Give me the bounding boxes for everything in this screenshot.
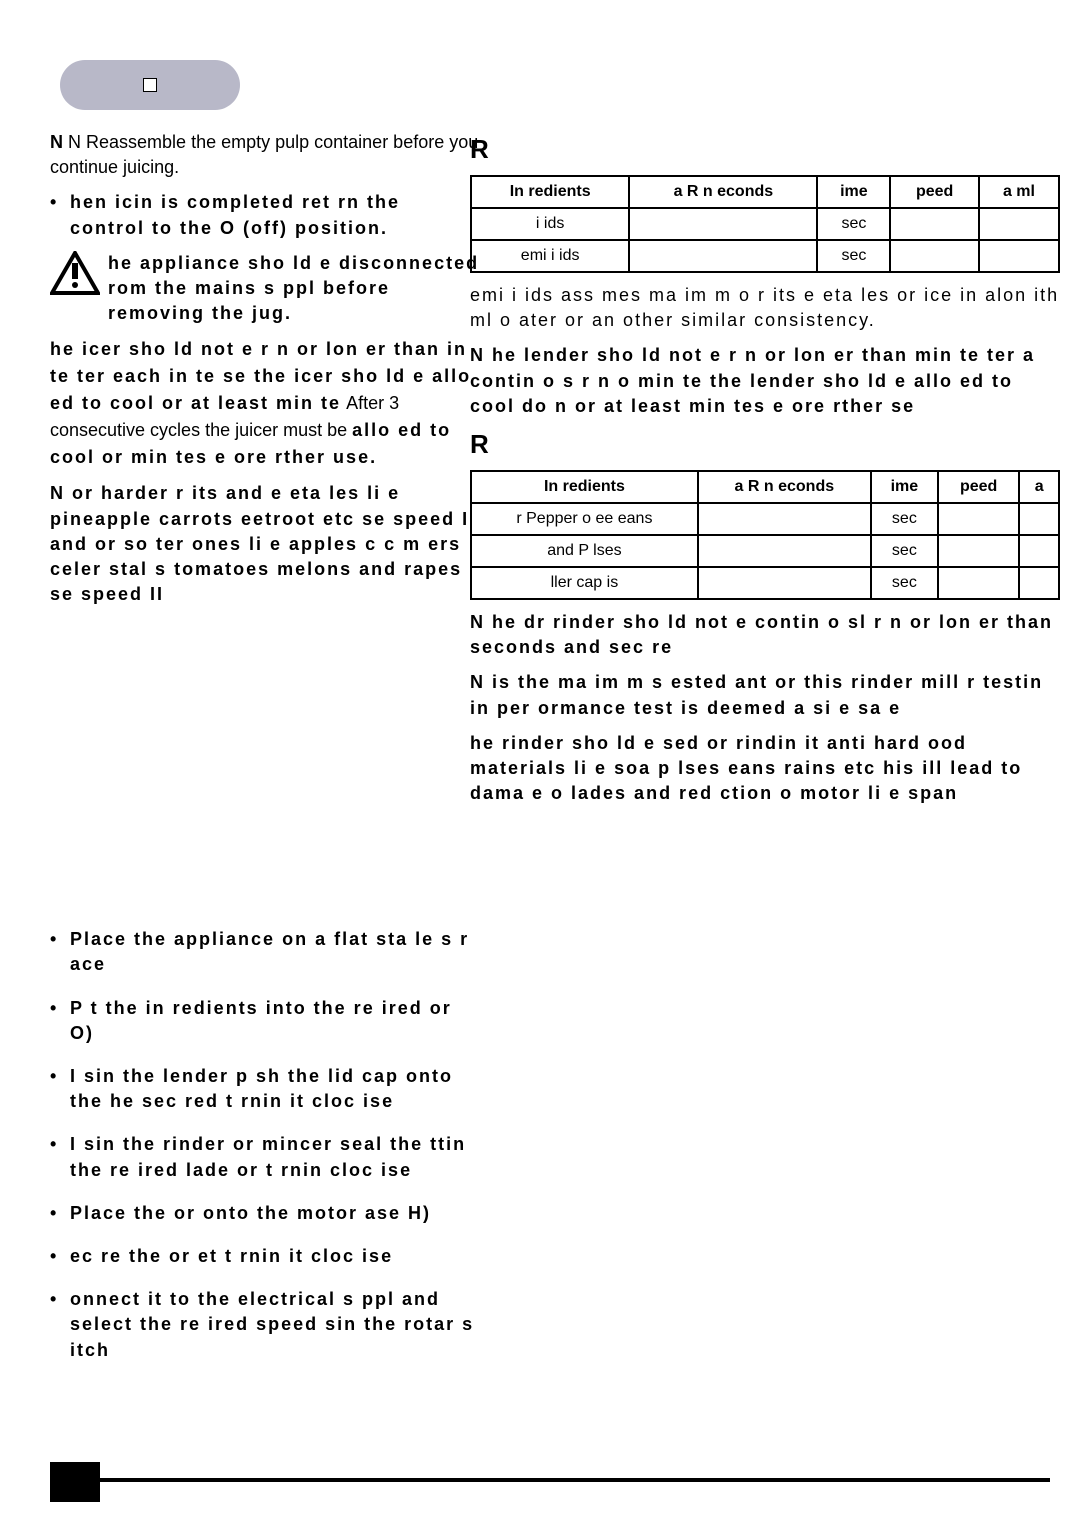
step-text: Place the or onto the motor ase H) (70, 1201, 480, 1226)
cell: sec (871, 503, 938, 535)
bullet-control-off: • hen icin is completed ret rn the contr… (50, 190, 480, 240)
th-speed: peed (890, 176, 979, 208)
note-reassemble: N N Reassemble the empty pulp container … (50, 130, 480, 180)
cell (938, 535, 1019, 567)
table-header-row: In redients a R n econds ime peed a (471, 471, 1059, 503)
list-item: •P t the in redients into the re ired or… (50, 996, 480, 1046)
grinder-table: In redients a R n econds ime peed a r Pe… (470, 470, 1060, 600)
cell (979, 240, 1059, 272)
right-column: R In redients a R n econds ime peed a ml… (470, 130, 1060, 816)
cell (698, 535, 871, 567)
table-row: ller cap is sec (471, 567, 1059, 599)
semi-liquids-note: emi i ids ass mes ma im m o r its e eta … (470, 283, 1060, 333)
step-text: P t the in redients into the re ired or … (70, 996, 480, 1046)
warning-icon (50, 251, 100, 295)
cell (890, 208, 979, 240)
blender-table: In redients a R n econds ime peed a ml i… (470, 175, 1060, 273)
th-run: a R n econds (698, 471, 871, 503)
cell: i ids (471, 208, 629, 240)
table-row: emi i ids sec (471, 240, 1059, 272)
cell (698, 567, 871, 599)
cooldown-block: he icer sho ld not e r n or lon er than … (50, 336, 480, 471)
cell: and P lses (471, 535, 698, 567)
cell (698, 503, 871, 535)
grinder-note-3: he rinder sho ld e sed or rindin it anti… (470, 731, 1060, 807)
cell (979, 208, 1059, 240)
th-speed: peed (938, 471, 1019, 503)
warning-text: he appliance sho ld e disconnected rom t… (108, 251, 480, 327)
table-header-row: In redients a R n econds ime peed a ml (471, 176, 1059, 208)
grinder-note-1: N he dr rinder sho ld not e contin o sl … (470, 610, 1060, 660)
left-column: N N Reassemble the empty pulp container … (50, 130, 480, 1381)
th-qty: a ml (979, 176, 1059, 208)
cell: sec (817, 208, 890, 240)
cooldown-bold1: he icer sho ld not e r n or lon er than … (50, 339, 471, 413)
cell (1019, 503, 1059, 535)
cell (1019, 535, 1059, 567)
pill-icon (143, 78, 157, 92)
list-item: •I sin the rinder or mincer seal the tti… (50, 1132, 480, 1182)
step-text: onnect it to the electrical s ppl and se… (70, 1287, 480, 1363)
cell: ller cap is (471, 567, 698, 599)
speed-note: N or harder r its and e eta les li e pin… (50, 481, 480, 607)
grinder-note-2: N is the ma im m s ested ant or this rin… (470, 670, 1060, 720)
table-row: and P lses sec (471, 535, 1059, 567)
cell: r Pepper o ee eans (471, 503, 698, 535)
page-number-box (50, 1462, 100, 1502)
nb-label: N (50, 132, 63, 152)
cell (1019, 567, 1059, 599)
cell: sec (871, 567, 938, 599)
steps-list: •Place the appliance on a flat sta le s … (50, 927, 480, 1362)
th-run: a R n econds (629, 176, 817, 208)
list-item: •onnect it to the electrical s ppl and s… (50, 1287, 480, 1363)
section-heading-1: R (470, 134, 1060, 165)
step-text: Place the appliance on a flat sta le s r… (70, 927, 480, 977)
cell (938, 503, 1019, 535)
th-time: ime (817, 176, 890, 208)
list-item: •ec re the or et t rnin it cloc ise (50, 1244, 480, 1269)
th-qty: a (1019, 471, 1059, 503)
cell (629, 240, 817, 272)
list-item: •I sin the lender p sh the lid cap onto … (50, 1064, 480, 1114)
step-text: I sin the rinder or mincer seal the ttin… (70, 1132, 480, 1182)
cell: emi i ids (471, 240, 629, 272)
th-time: ime (871, 471, 938, 503)
cell: sec (871, 535, 938, 567)
table-row: r Pepper o ee eans sec (471, 503, 1059, 535)
list-item: •Place the or onto the motor ase H) (50, 1201, 480, 1226)
bullet-text: hen icin is completed ret rn the control… (70, 190, 480, 240)
cell (890, 240, 979, 272)
th-ingredients: In redients (471, 176, 629, 208)
cell: sec (817, 240, 890, 272)
table-row: i ids sec (471, 208, 1059, 240)
header-pill (60, 60, 240, 110)
cell (629, 208, 817, 240)
nb-text: N Reassemble the empty pulp container be… (50, 132, 478, 177)
blender-cooldown-note: N he lender sho ld not e r n or lon er t… (470, 343, 1060, 419)
section-heading-2: R (470, 429, 1060, 460)
bullet-dot: • (50, 190, 70, 240)
warning-disconnect: he appliance sho ld e disconnected rom t… (50, 251, 480, 327)
footer-rule (50, 1478, 1050, 1482)
step-text: ec re the or et t rnin it cloc ise (70, 1244, 480, 1269)
step-text: I sin the lender p sh the lid cap onto t… (70, 1064, 480, 1114)
th-ingredients: In redients (471, 471, 698, 503)
cell (938, 567, 1019, 599)
list-item: •Place the appliance on a flat sta le s … (50, 927, 480, 977)
